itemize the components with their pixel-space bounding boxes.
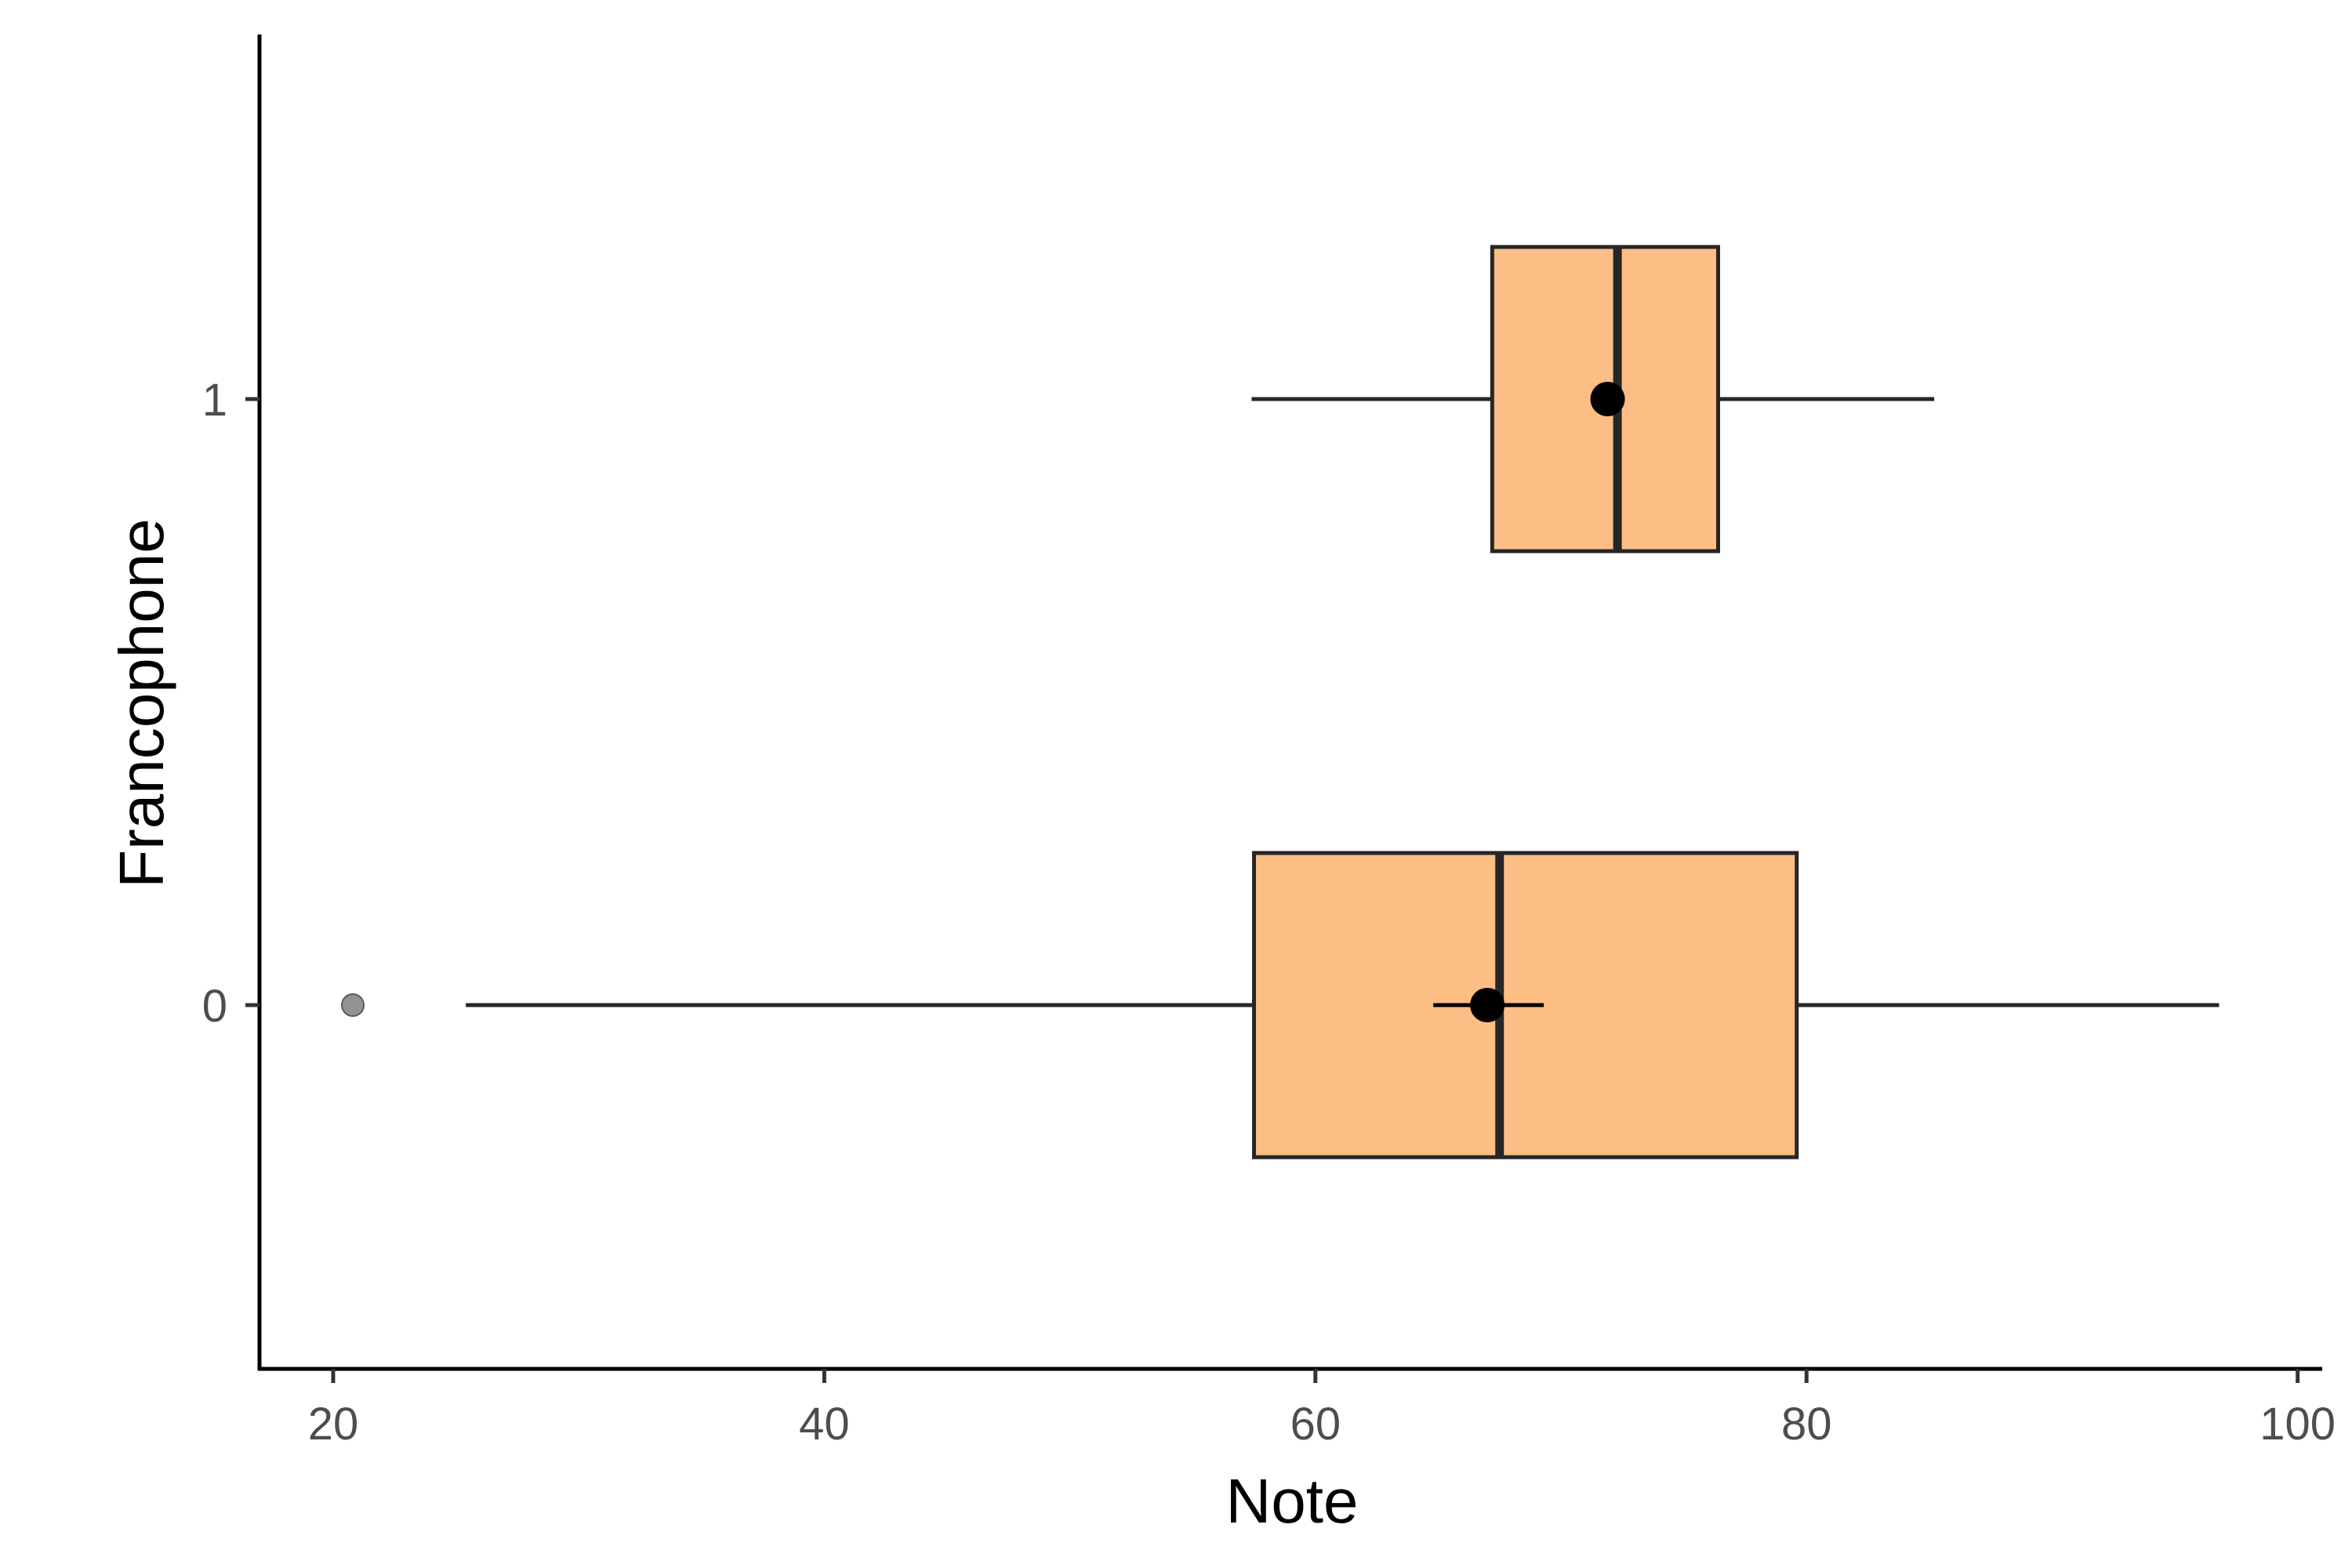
y-axis-ticks: 01: [202, 375, 260, 1032]
y-tick-label-1: 1: [202, 375, 227, 426]
group-1-mean-point: [1590, 382, 1625, 416]
x-tick-label-100: 100: [2259, 1399, 2336, 1450]
group-0-mean-point: [1470, 988, 1505, 1022]
x-tick-label-20: 20: [308, 1399, 359, 1450]
axes: [257, 34, 2322, 1371]
x-tick-label-40: 40: [799, 1399, 850, 1450]
x-axis-title: Note: [1226, 1466, 1359, 1536]
plot-marks: [341, 245, 2220, 1160]
y-tick-label-0: 0: [202, 981, 227, 1032]
group-0-outlier-0: [341, 993, 365, 1017]
x-axis-ticks: 20 40 60 80 100: [308, 1369, 2336, 1450]
y-axis-title: Francophone: [107, 518, 176, 887]
x-tick-label-60: 60: [1290, 1399, 1341, 1450]
x-tick-label-80: 80: [1781, 1399, 1832, 1450]
